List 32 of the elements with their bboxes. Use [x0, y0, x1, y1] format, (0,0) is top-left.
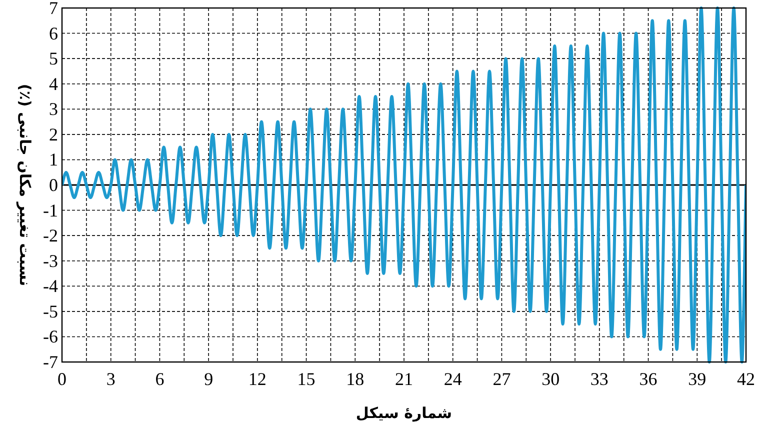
x-tick-label: 33 — [590, 369, 608, 389]
x-tick-label: 39 — [688, 369, 706, 389]
y-tick-label: -4 — [43, 276, 58, 296]
y-tick-label: -2 — [43, 226, 58, 246]
x-tick-label: 21 — [395, 369, 413, 389]
y-tick-label: 3 — [49, 99, 58, 120]
x-tick-label: 42 — [737, 369, 755, 389]
y-tick-label: 0 — [49, 175, 58, 195]
y-tick-label: 2 — [49, 124, 58, 144]
x-tick-label: 3 — [106, 369, 116, 389]
x-tick-label: 18 — [346, 369, 364, 389]
y-tick-label: -5 — [43, 301, 58, 322]
x-tick-label: 9 — [204, 369, 214, 389]
y-tick-label: 1 — [49, 150, 58, 170]
x-tick-label: 6 — [155, 369, 164, 389]
y-tick-label: 5 — [49, 48, 58, 69]
y-tick-label: 7 — [49, 0, 58, 18]
y-tick-label: 6 — [49, 23, 58, 44]
x-tick-label: 36 — [639, 369, 658, 389]
x-tick-label: 15 — [297, 369, 316, 389]
x-tick-label: 24 — [444, 369, 462, 389]
x-tick-label: 12 — [248, 369, 266, 389]
line-series — [62, 6, 746, 364]
y-tick-label: 4 — [49, 74, 58, 94]
x-tick-label: 27 — [492, 369, 511, 389]
y-tick-label: -3 — [43, 250, 58, 271]
y-tick-label: -7 — [43, 352, 58, 372]
x-axis-title: شمارهٔ سیکل — [356, 404, 452, 422]
y-tick-label: -1 — [43, 200, 58, 220]
y-tick-label: -6 — [43, 326, 58, 347]
x-tick-label: 30 — [542, 369, 560, 389]
y-axis-title: نسبت تغییر مکان جانبی (٪) — [16, 84, 34, 286]
